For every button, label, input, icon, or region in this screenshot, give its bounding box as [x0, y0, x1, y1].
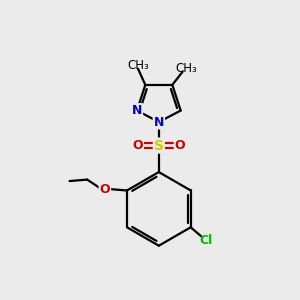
Text: N: N	[154, 116, 164, 128]
Text: S: S	[154, 139, 164, 153]
Text: O: O	[132, 139, 143, 152]
Text: N: N	[132, 104, 142, 117]
Text: CH₃: CH₃	[175, 61, 197, 75]
Text: O: O	[175, 139, 185, 152]
Text: Cl: Cl	[200, 234, 213, 247]
Text: CH₃: CH₃	[127, 58, 149, 72]
Text: O: O	[100, 182, 110, 196]
